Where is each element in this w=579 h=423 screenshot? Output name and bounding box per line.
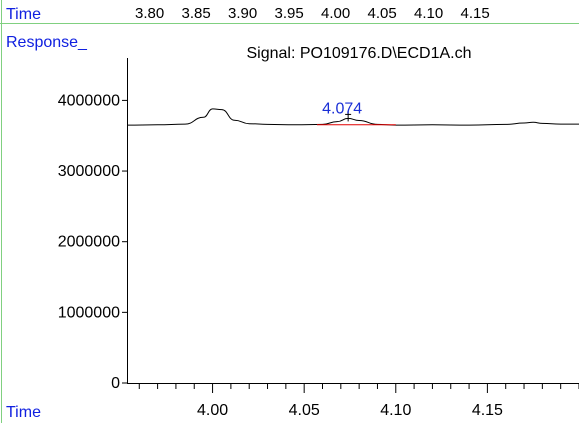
signal-title: Signal: PO109176.D\ECD1A.ch xyxy=(246,45,471,62)
x-tick-label: 4.15 xyxy=(472,402,503,419)
y-tick-label: 4000000 xyxy=(58,92,120,109)
x-tick-label: 4.05 xyxy=(289,402,320,419)
top-tick-label: 3.80 xyxy=(135,5,164,22)
top-time-scale: 3.80 3.85 3.90 3.95 4.00 4.05 4.10 4.15 xyxy=(135,5,490,22)
top-tick-label: 4.10 xyxy=(414,5,443,22)
peak-label: 4.074 xyxy=(322,100,362,117)
top-tick-label: 4.15 xyxy=(461,5,490,22)
header-time-label: Time xyxy=(6,6,41,23)
y-tick-label: 3000000 xyxy=(58,163,120,180)
x-tick-label: 4.00 xyxy=(197,402,228,419)
y-tick-label: 2000000 xyxy=(58,234,120,251)
y-tick-label: 0 xyxy=(111,375,120,392)
signal-trace xyxy=(126,108,579,126)
response-label: Response_ xyxy=(6,34,88,51)
top-tick-label: 4.05 xyxy=(368,5,397,22)
top-tick-label: 3.85 xyxy=(182,5,211,22)
footer-time-label: Time xyxy=(6,404,41,421)
top-tick-label: 3.95 xyxy=(275,5,304,22)
top-tick-label: 4.00 xyxy=(321,5,350,22)
y-axis-ticks: 0 1000000 2000000 3000000 4000000 xyxy=(58,92,127,392)
x-tick-label: 4.10 xyxy=(380,402,411,419)
plot-area: 4.074 xyxy=(126,100,579,126)
top-tick-label: 3.90 xyxy=(228,5,257,22)
x-axis-ticks: 4.00 4.05 4.10 4.15 xyxy=(138,384,579,419)
y-tick-label: 1000000 xyxy=(58,304,120,321)
